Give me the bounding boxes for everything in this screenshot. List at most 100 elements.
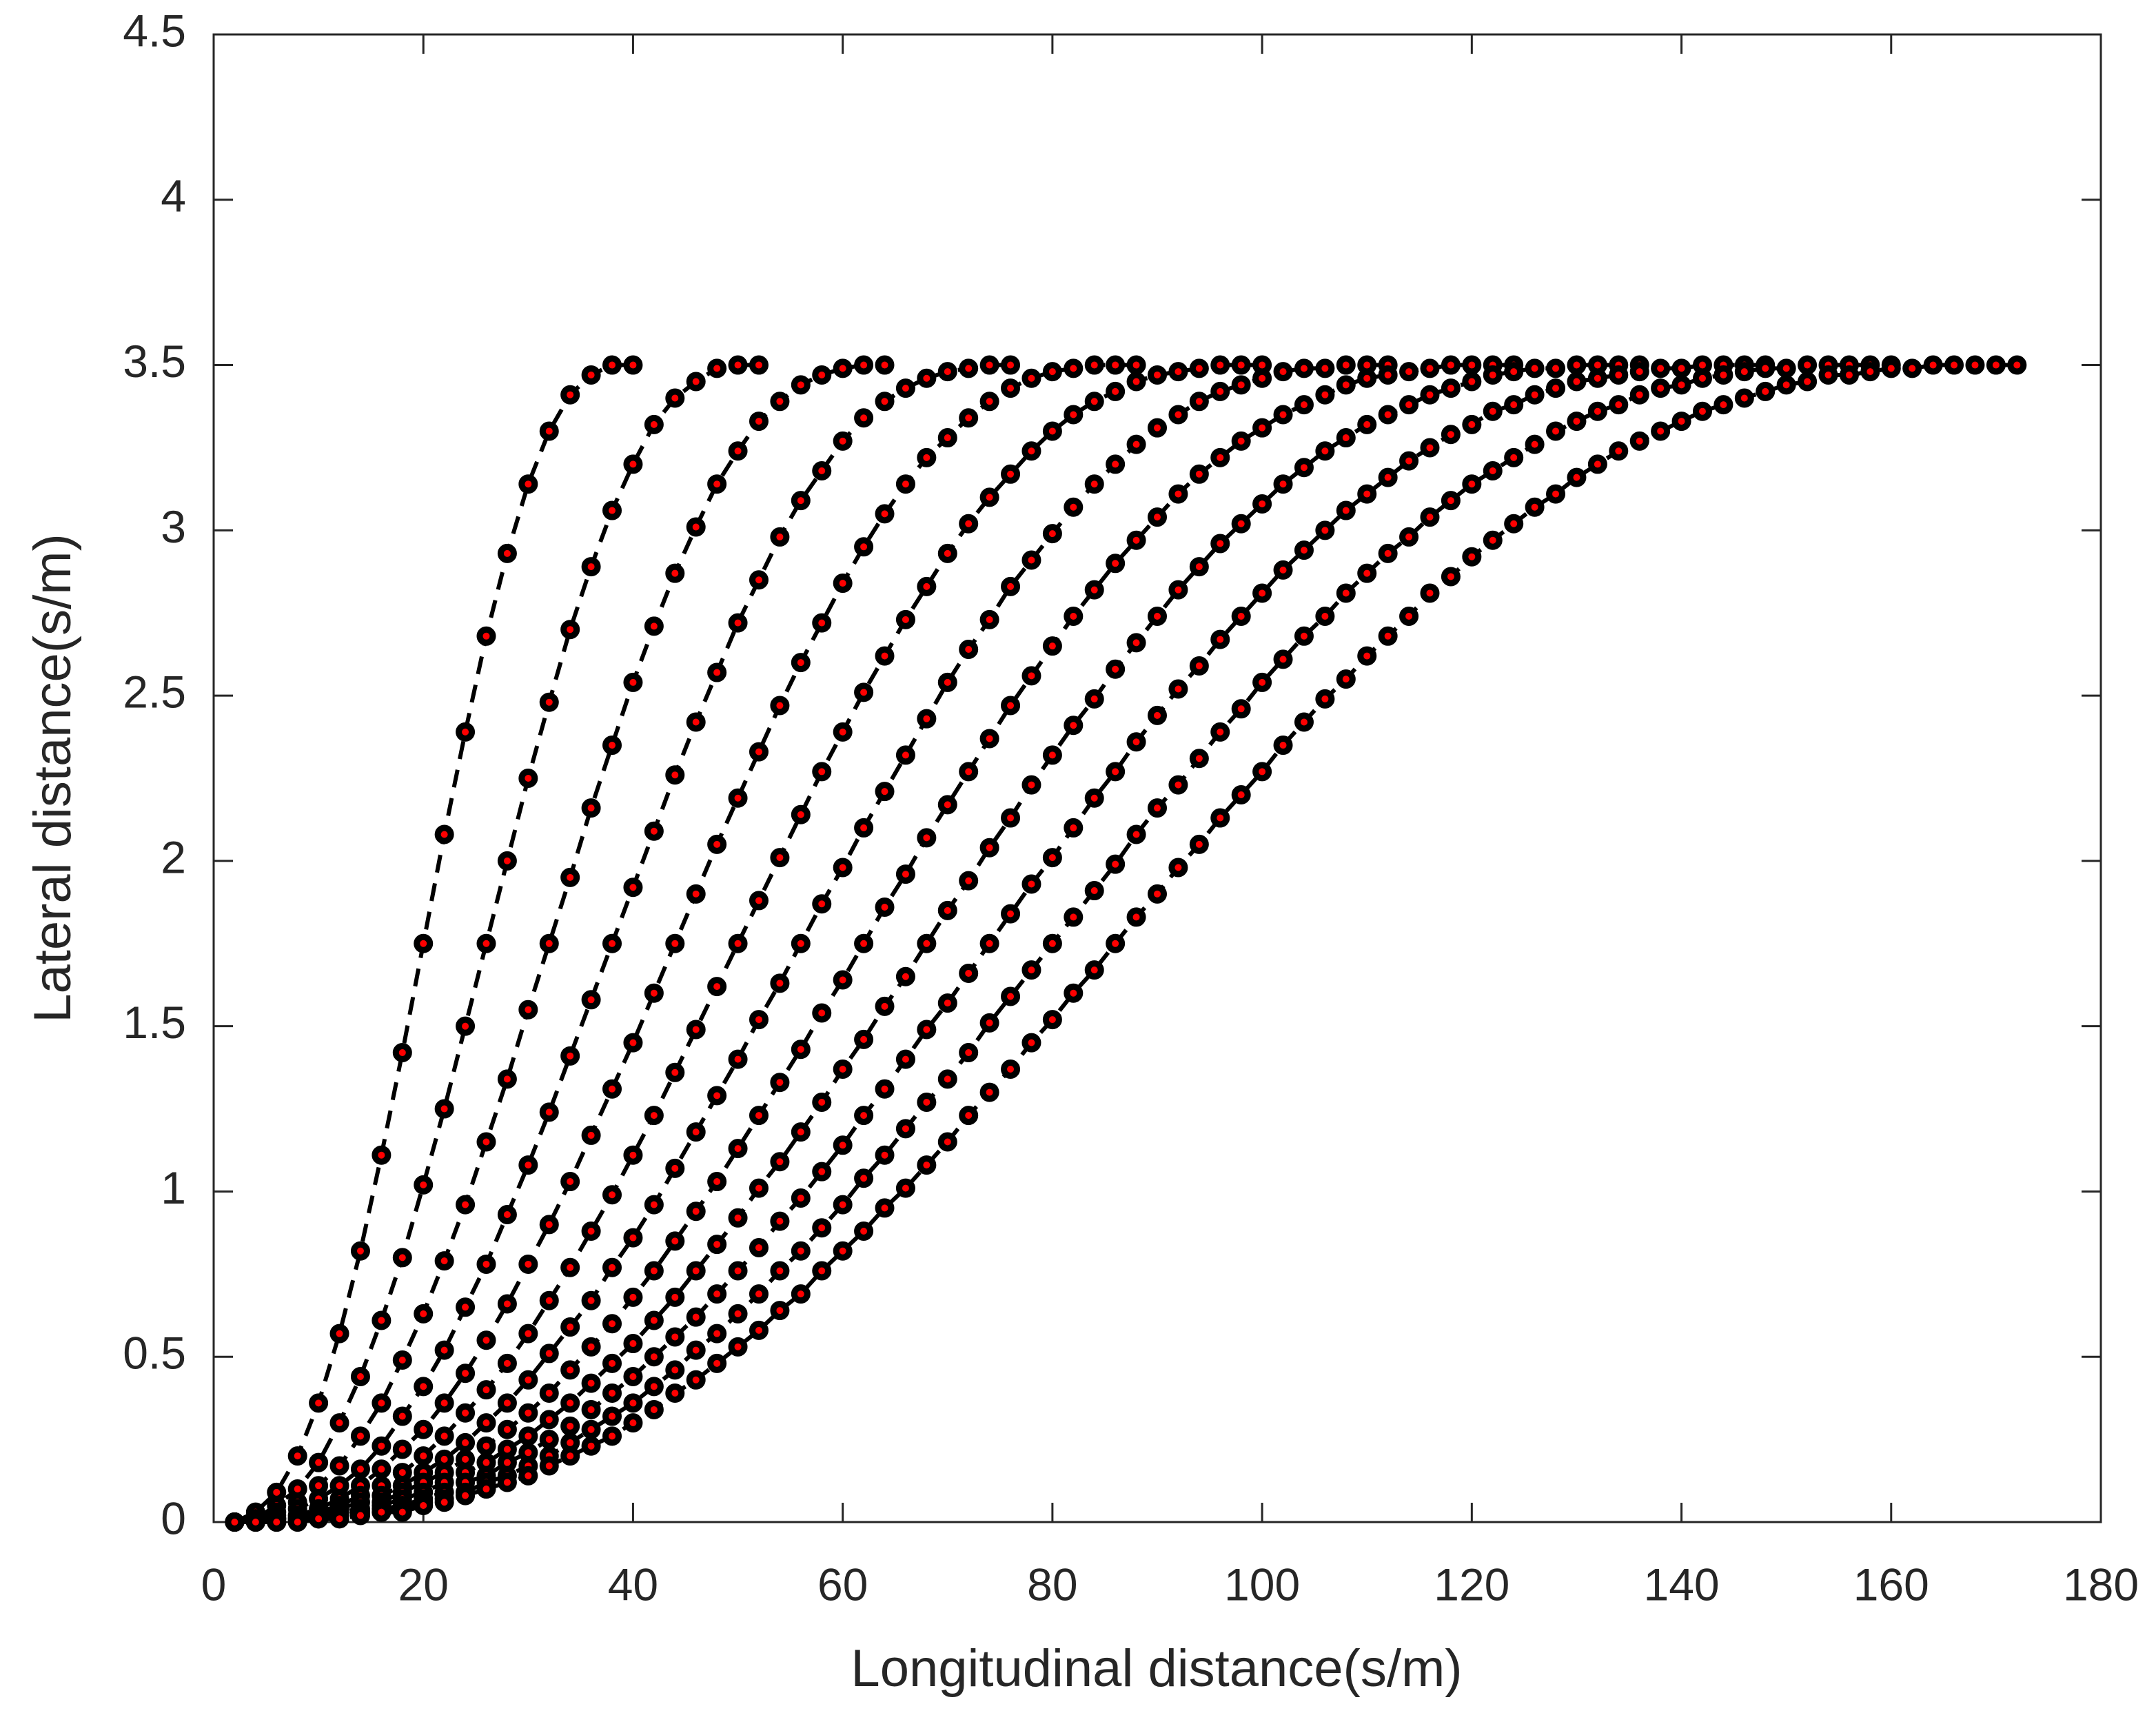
y-tick-label: 4.5 — [123, 5, 186, 56]
data-point — [1671, 375, 1691, 395]
data-point — [665, 765, 685, 785]
data-point — [644, 414, 664, 434]
data-point — [959, 408, 979, 428]
data-point — [602, 1426, 622, 1446]
data-point — [1084, 689, 1104, 709]
data-point — [414, 1496, 434, 1516]
plot-area: 0 20 40 60 80 100 120 140 160 180 0 0.5 1 1.5 2 2.5 3 3.5… — [123, 5, 2139, 1610]
data-point — [1483, 461, 1503, 481]
x-tick-label: 0 — [201, 1559, 227, 1610]
data-point — [1441, 378, 1461, 398]
data-point — [1042, 745, 1062, 765]
data-point — [372, 1436, 391, 1456]
y-tick-label: 0.5 — [123, 1328, 186, 1379]
data-point — [1168, 362, 1188, 382]
data-point — [1441, 491, 1461, 511]
data-point — [1294, 358, 1314, 378]
data-point — [1084, 474, 1104, 494]
data-point — [1189, 464, 1209, 484]
y-tick-label: 2 — [161, 831, 186, 882]
data-point — [895, 745, 915, 765]
data-point — [476, 1254, 496, 1274]
data-point — [1315, 520, 1335, 540]
data-point — [686, 884, 706, 904]
data-point — [1504, 514, 1524, 534]
data-point — [665, 1287, 685, 1307]
data-point — [518, 1000, 538, 1020]
data-point — [812, 1003, 832, 1023]
data-point — [434, 1340, 454, 1360]
data-point — [686, 1202, 706, 1222]
data-point — [456, 1486, 476, 1506]
data-point — [1148, 705, 1167, 725]
data-point — [959, 514, 979, 534]
data-point — [770, 1211, 790, 1231]
data-point — [1525, 497, 1545, 517]
data-point — [1001, 808, 1021, 828]
data-point — [791, 653, 811, 673]
y-tick-label: 1 — [161, 1162, 186, 1213]
data-point — [1252, 368, 1272, 388]
data-point — [1567, 355, 1587, 375]
data-point — [895, 609, 915, 629]
data-point — [434, 1251, 454, 1271]
data-point — [329, 1413, 349, 1433]
data-point — [1252, 672, 1272, 692]
data-point — [1378, 467, 1398, 487]
data-point — [1420, 583, 1440, 603]
data-point — [1001, 904, 1021, 924]
data-point — [1106, 355, 1126, 375]
data-point — [1084, 580, 1104, 600]
data-point — [518, 1466, 538, 1486]
data-point — [770, 1301, 790, 1321]
data-point — [875, 392, 895, 412]
data-point — [1357, 646, 1377, 666]
data-point — [1839, 365, 1859, 385]
data-point — [329, 1456, 349, 1476]
data-point — [1629, 385, 1649, 405]
data-point — [539, 1456, 559, 1476]
data-point — [560, 1393, 580, 1413]
data-point — [895, 864, 915, 884]
data-point — [686, 1307, 706, 1327]
data-point — [581, 1337, 601, 1357]
data-point — [644, 1106, 664, 1126]
data-point — [434, 824, 454, 844]
data-point — [959, 358, 979, 378]
data-point — [644, 1310, 664, 1330]
data-point — [1001, 696, 1021, 716]
data-point — [1064, 497, 1084, 517]
data-point — [728, 1261, 748, 1281]
data-point — [1441, 425, 1461, 445]
data-point — [854, 818, 874, 838]
data-point — [749, 412, 769, 432]
data-point — [791, 1122, 811, 1142]
data-point — [728, 933, 748, 953]
data-point — [1462, 355, 1482, 375]
data-point — [476, 1413, 496, 1433]
data-point — [917, 828, 937, 848]
data-point — [1399, 607, 1419, 627]
data-point — [1315, 689, 1335, 709]
data-point — [1420, 358, 1440, 378]
data-point — [1106, 554, 1126, 574]
data-point — [1357, 563, 1377, 583]
data-point — [1294, 626, 1314, 646]
data-point — [1084, 788, 1104, 808]
data-point — [518, 1403, 538, 1423]
data-point — [1106, 762, 1126, 782]
data-point — [602, 1314, 622, 1334]
data-point — [770, 1152, 790, 1172]
data-point — [1042, 636, 1062, 656]
data-point — [749, 1106, 769, 1126]
data-point — [476, 1380, 496, 1400]
data-point — [1001, 464, 1021, 484]
data-point — [1210, 534, 1230, 554]
data-point — [518, 1370, 538, 1390]
data-point — [1609, 365, 1629, 385]
data-point — [749, 891, 769, 911]
data-point — [728, 355, 748, 375]
data-point — [1168, 858, 1188, 878]
data-point — [518, 474, 538, 494]
